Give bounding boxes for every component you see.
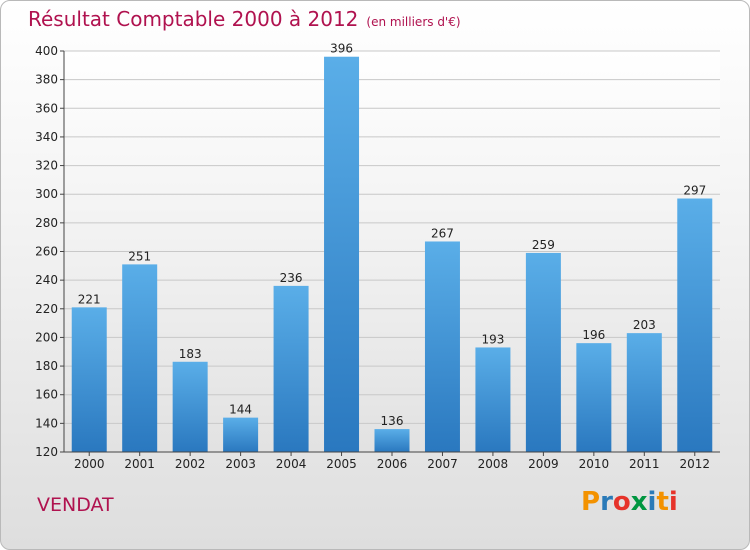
y-tick-label: 300	[35, 187, 58, 201]
commune-name: VENDAT	[37, 494, 114, 516]
bar-2007	[424, 241, 460, 452]
bar-2005	[324, 56, 360, 452]
y-tick-label: 340	[35, 130, 58, 144]
y-tick-label: 320	[35, 159, 58, 173]
x-tick-label-2004: 2004	[276, 457, 307, 471]
data-label-2007: 267	[431, 226, 454, 240]
bars: 221 251 183 144 236 396 136 267 193 259 196 203 297	[71, 42, 713, 452]
y-tick-label: 160	[35, 388, 58, 402]
x-tick-label-2010: 2010	[579, 457, 610, 471]
bar-2010	[576, 343, 612, 452]
y-tick-label: 120	[35, 445, 58, 459]
x-tick-label-2012: 2012	[679, 457, 710, 471]
x-tick-label-2006: 2006	[377, 457, 408, 471]
chart-title: Résultat Comptable 2000 à 2012 (en millie…	[28, 7, 461, 31]
data-label-2000: 221	[78, 292, 101, 306]
y-tick-label: 360	[35, 101, 58, 115]
bar-2004	[273, 285, 309, 452]
y-tick-label: 400	[35, 44, 58, 58]
x-tick-label-2001: 2001	[124, 457, 155, 471]
logo-letter: o	[612, 487, 631, 517]
bar-2002	[172, 361, 208, 452]
bar-2001	[122, 264, 158, 452]
bar-2009	[525, 252, 561, 452]
y-tick-label: 200	[35, 330, 58, 344]
x-tick-label-2003: 2003	[225, 457, 256, 471]
y-axis: 120 140 160 180 200 220 240 260 280 300 320 340 360 3…	[35, 44, 65, 459]
bar-2000	[71, 307, 107, 452]
x-tick-label-2000: 2000	[74, 457, 105, 471]
logo-letter: t	[656, 487, 669, 517]
x-tick-label-2007: 2007	[427, 457, 458, 471]
x-tick-label-2008: 2008	[478, 457, 509, 471]
y-tick-label: 280	[35, 216, 58, 230]
grid-lines	[64, 50, 720, 453]
bar-2011	[626, 333, 662, 452]
logo-letter: r	[600, 487, 613, 517]
x-tick-label-2011: 2011	[629, 457, 660, 471]
data-label-2002: 183	[179, 347, 202, 361]
y-tick-label: 380	[35, 73, 58, 87]
y-tick-label: 260	[35, 245, 58, 259]
logo-letter: x	[630, 487, 648, 517]
chart-subtitle: (en milliers d'€)	[366, 15, 461, 29]
x-tick-label-2005: 2005	[326, 457, 357, 471]
data-label-2009: 259	[532, 238, 555, 252]
data-label-2010: 196	[582, 328, 605, 342]
data-label-2005: 396	[330, 42, 353, 56]
bar-2012	[677, 198, 713, 452]
proxiti-logo: Proxiti	[581, 487, 678, 517]
chart-title-text: Résultat Comptable 2000 à 2012	[28, 7, 359, 31]
x-tick-label-2002: 2002	[175, 457, 206, 471]
bar-2003	[223, 417, 259, 452]
data-label-2011: 203	[633, 318, 656, 332]
bar-2008	[475, 347, 511, 452]
data-label-2006: 136	[381, 414, 404, 428]
logo-letter: i	[647, 487, 657, 517]
data-label-2004: 236	[280, 271, 303, 285]
y-tick-label: 180	[35, 359, 58, 373]
logo-letter: i	[668, 487, 678, 517]
data-label-2001: 251	[128, 249, 151, 263]
y-tick-label: 240	[35, 273, 58, 287]
bar-2006	[374, 429, 410, 452]
y-tick-label: 220	[35, 302, 58, 316]
x-axis: 2000 2001 2002 2003 2004 2005 2006 2007 2008 2009…	[64, 451, 720, 471]
data-label-2008: 193	[481, 332, 504, 346]
data-label-2003: 144	[229, 403, 252, 417]
x-tick-label-2009: 2009	[528, 457, 559, 471]
logo-letter: P	[581, 487, 601, 517]
y-tick-label: 140	[35, 416, 58, 430]
data-label-2012: 297	[683, 184, 706, 198]
